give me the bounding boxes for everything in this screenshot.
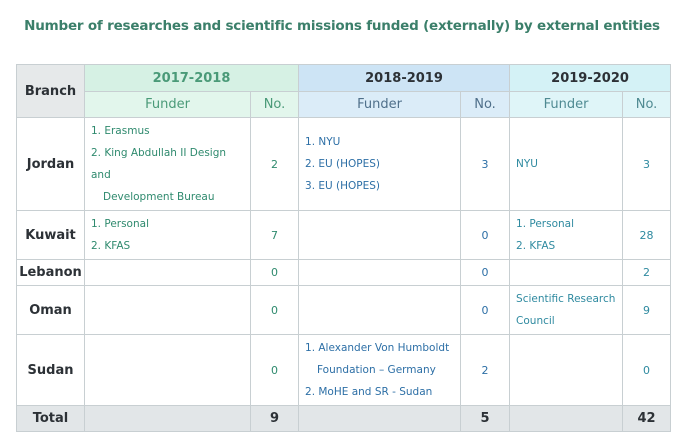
funder-cell: Scientific Research Council <box>509 285 624 335</box>
funder-line: 3. EU (HOPES) <box>305 180 381 192</box>
funder-line: 1. Alexander Von Humboldt <box>305 342 450 354</box>
count-cell: 3 <box>460 117 511 211</box>
funder-header: Funder <box>509 91 624 118</box>
branch-name: Oman <box>16 285 85 335</box>
empty-cell <box>298 405 462 432</box>
total-value: 9 <box>249 405 300 432</box>
count-cell: 0 <box>460 210 511 260</box>
no-header: No. <box>249 91 300 118</box>
total-row: Total 9 5 42 <box>16 405 672 432</box>
table-row: Kuwait 1. Personal 2. KFAS 7 0 1. Personal 2. … <box>16 210 672 260</box>
funder-line: 2. EU (HOPES) <box>305 158 381 170</box>
funder-header: Funder <box>298 91 462 118</box>
funder-cell: 1. Personal 2. KFAS <box>84 210 251 260</box>
table-row: Sudan 0 1. Alexander Von Humboldt Foundatio… <box>16 334 672 406</box>
funder-cell <box>298 259 462 286</box>
empty-cell <box>84 405 251 432</box>
funder-line: 2. MoHE and SR - Sudan <box>305 386 433 398</box>
funder-line: Scientific Research <box>516 293 616 305</box>
count-cell: 0 <box>249 259 300 286</box>
funder-line: NYU <box>516 158 538 170</box>
funder-header: Funder <box>84 91 251 118</box>
funder-cell: NYU <box>509 117 624 211</box>
table-title: Number of researches and scientific miss… <box>24 18 660 34</box>
branch-name: Jordan <box>16 117 85 211</box>
empty-cell <box>509 405 624 432</box>
count-cell: 0 <box>622 334 672 406</box>
funder-line: 1. NYU <box>305 136 341 148</box>
total-value: 5 <box>460 405 511 432</box>
funder-line: Development Bureau <box>103 191 215 203</box>
funder-cell <box>509 259 624 286</box>
funder-cell <box>84 334 251 406</box>
count-cell: 2 <box>622 259 672 286</box>
count-cell: 0 <box>460 259 511 286</box>
total-label: Total <box>16 405 85 432</box>
funder-cell <box>84 259 251 286</box>
table-row: Lebanon 0 0 2 <box>16 259 672 286</box>
funder-cell <box>298 285 462 335</box>
funder-line: 1. Personal <box>91 218 149 230</box>
funding-table: Branch 2017-2018 2018-2019 2019-2020 Fun… <box>16 64 672 432</box>
table-row: Jordan 1. Erasmus 2. King Abdullah II Desi… <box>16 117 672 211</box>
count-cell: 9 <box>622 285 672 335</box>
count-cell: 0 <box>460 285 511 335</box>
branch-header: Branch <box>16 64 85 118</box>
no-header: No. <box>622 91 672 118</box>
funder-cell: 1. Personal 2. KFAS <box>509 210 624 260</box>
year-header-2018-2019: 2018-2019 <box>298 64 511 92</box>
funder-line: 2. KFAS <box>91 240 131 252</box>
count-cell: 28 <box>622 210 672 260</box>
funder-line: Foundation – Germany <box>317 364 436 376</box>
funder-line: 1. Personal <box>516 218 575 230</box>
count-cell: 2 <box>460 334 511 406</box>
branch-name: Sudan <box>16 334 85 406</box>
branch-name: Lebanon <box>16 259 85 286</box>
funder-cell <box>84 285 251 335</box>
count-cell: 0 <box>249 285 300 335</box>
no-header: No. <box>460 91 511 118</box>
branch-name: Kuwait <box>16 210 85 260</box>
year-header-2019-2020: 2019-2020 <box>509 64 672 92</box>
funder-cell: 1. Erasmus 2. King Abdullah II Design and… <box>84 117 251 211</box>
total-value: 42 <box>622 405 672 432</box>
count-cell: 0 <box>249 334 300 406</box>
funder-cell: 1. Alexander Von Humboldt Foundation – Ge… <box>298 334 462 406</box>
count-cell: 3 <box>622 117 672 211</box>
funder-line: 2. King Abdullah II Design and <box>91 147 227 181</box>
funder-line: 2. KFAS <box>516 240 556 252</box>
count-cell: 7 <box>249 210 300 260</box>
count-cell: 2 <box>249 117 300 211</box>
year-header-2017-2018: 2017-2018 <box>83 64 300 92</box>
table-row: Oman 0 0 Scientific Research Council 9 <box>16 285 672 335</box>
funder-cell: 1. NYU 2. EU (HOPES) 3. EU (HOPES) <box>298 117 462 211</box>
funder-cell <box>509 334 624 406</box>
funder-cell <box>298 210 462 260</box>
funder-line: Council <box>516 315 555 327</box>
funder-line: 1. Erasmus <box>91 125 150 137</box>
